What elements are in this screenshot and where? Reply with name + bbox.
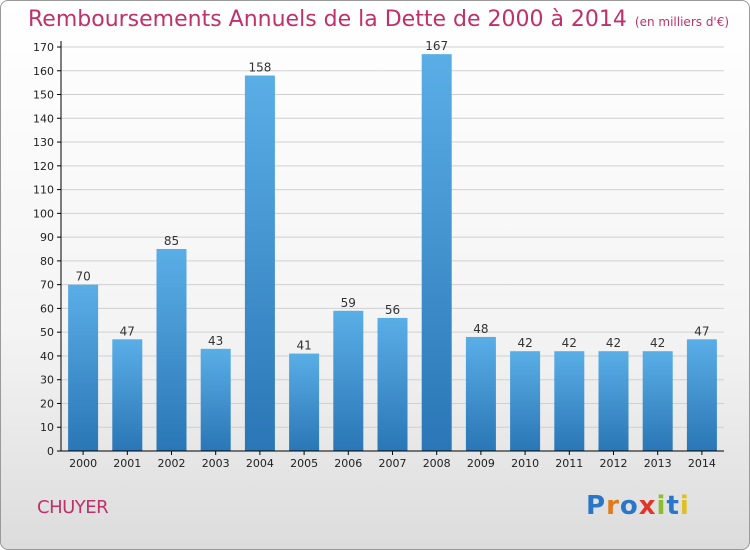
y-tick-label: 50 <box>40 326 54 339</box>
x-tick-label: 2000 <box>69 457 97 470</box>
data-label: 158 <box>248 61 271 75</box>
data-label: 42 <box>606 336 621 350</box>
x-tick-label: 2006 <box>334 457 362 470</box>
y-tick-label: 80 <box>40 255 54 268</box>
commune-name: CHUYER <box>37 497 109 518</box>
y-tick-label: 30 <box>40 374 54 387</box>
x-tick-label: 2005 <box>290 457 318 470</box>
bar <box>333 310 364 451</box>
proxiti-logo: Proxiti <box>586 491 690 521</box>
data-label: 42 <box>517 336 532 350</box>
logo-letter: i <box>679 491 690 521</box>
x-tick-label: 2004 <box>246 457 274 470</box>
data-label: 42 <box>562 336 577 350</box>
data-label: 70 <box>75 270 90 284</box>
y-tick-label: 40 <box>40 350 54 363</box>
data-label: 56 <box>385 303 400 317</box>
bar <box>642 351 673 451</box>
x-tick-label: 2010 <box>511 457 539 470</box>
x-tick-label: 2002 <box>158 457 186 470</box>
logo-letter: x <box>638 491 657 521</box>
data-label: 41 <box>296 339 311 353</box>
chart-unit: (en milliers d'€) <box>634 15 730 29</box>
y-tick-label: 170 <box>33 41 54 54</box>
bar <box>200 348 231 451</box>
chart-title-block: Remboursements Annuels de la Dette de 20… <box>28 7 729 32</box>
y-tick-label: 150 <box>33 89 54 102</box>
data-label: 48 <box>473 322 488 336</box>
data-label: 59 <box>341 296 356 310</box>
y-tick-label: 60 <box>40 302 54 315</box>
bar <box>598 351 629 451</box>
y-tick-label: 140 <box>33 112 54 125</box>
data-label: 167 <box>425 39 448 53</box>
y-tick-label: 20 <box>40 397 54 410</box>
bar <box>554 351 585 451</box>
bar <box>686 339 717 451</box>
x-tick-label: 2009 <box>467 457 495 470</box>
y-tick-label: 10 <box>40 421 54 434</box>
y-tick-label: 0 <box>47 445 54 458</box>
bars <box>68 54 717 452</box>
bar <box>289 353 320 451</box>
y-tick-label: 130 <box>33 136 54 149</box>
logo-letter: o <box>619 491 639 521</box>
logo-letter: r <box>606 491 620 521</box>
x-tick-label: 2011 <box>555 457 583 470</box>
data-label: 42 <box>650 336 665 350</box>
y-tick-label: 160 <box>33 65 54 78</box>
logo-letter: t <box>666 491 680 521</box>
data-label: 43 <box>208 334 223 348</box>
bar <box>465 336 496 451</box>
x-tick-label: 2003 <box>202 457 230 470</box>
data-label: 47 <box>694 324 709 338</box>
data-label: 85 <box>164 234 179 248</box>
bar <box>377 317 408 451</box>
bar <box>244 75 275 452</box>
x-tick-label: 2014 <box>688 457 716 470</box>
y-tick-label: 90 <box>40 231 54 244</box>
labels: 70 47 85 43 158 41 59 56 167 48 42 42 42 42 47 <box>75 39 709 352</box>
axes: 0 10 20 30 40 50 60 70 80 90 100 110 120 130 140 150 160… <box>33 41 724 470</box>
bar <box>510 351 541 451</box>
chart-title: Remboursements Annuels de la Dette de 20… <box>28 7 627 32</box>
data-label: 47 <box>120 324 135 338</box>
x-tick-label: 2008 <box>423 457 451 470</box>
y-tick-label: 120 <box>33 160 54 173</box>
bar <box>112 339 143 451</box>
logo-letter: P <box>586 491 607 521</box>
y-tick-label: 100 <box>33 207 54 220</box>
x-tick-label: 2013 <box>644 457 672 470</box>
x-tick-label: 2012 <box>600 457 628 470</box>
bar <box>421 54 452 451</box>
logo-letter: i <box>656 491 667 521</box>
bar <box>68 284 99 451</box>
bar <box>156 249 187 451</box>
x-tick-label: 2007 <box>379 457 407 470</box>
y-tick-label: 70 <box>40 279 54 292</box>
x-tick-label: 2001 <box>113 457 141 470</box>
y-tick-label: 110 <box>33 184 54 197</box>
